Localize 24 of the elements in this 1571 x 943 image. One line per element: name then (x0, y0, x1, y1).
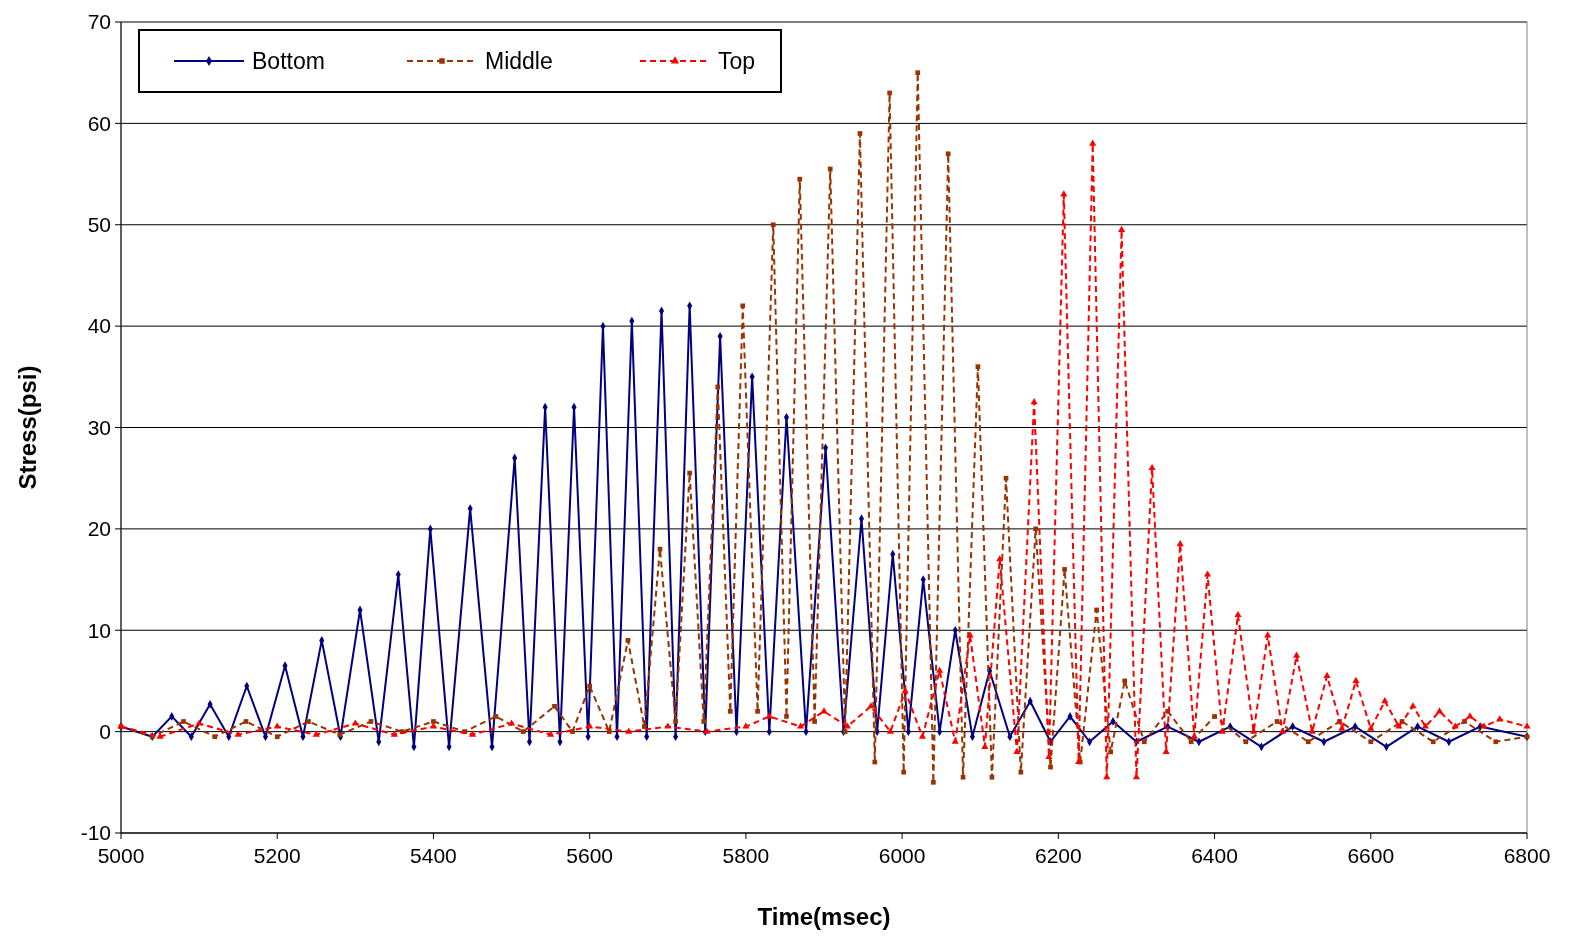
y-tick-label: 20 (87, 517, 111, 541)
x-axis-title: Time(msec) (757, 903, 891, 930)
y-axis-title: Stress(psi) (14, 365, 41, 490)
x-tick-label: 5200 (253, 844, 301, 867)
y-tick-label: 60 (87, 111, 111, 135)
x-tick-label: 6400 (1191, 844, 1238, 867)
x-tick-label: 5000 (97, 844, 145, 867)
y-tick-label: 50 (87, 213, 111, 237)
y-tick-label: 30 (87, 415, 111, 439)
x-tick-label: 6000 (878, 844, 926, 867)
y-tick-label: 10 (87, 618, 111, 642)
x-tick-label: 6200 (1034, 844, 1082, 867)
legend-label: Bottom (252, 48, 325, 75)
y-tick-label: 40 (87, 314, 111, 338)
x-tick-label: 5600 (566, 844, 614, 867)
y-tick-label: 70 (87, 10, 111, 34)
x-tick-label: 6600 (1347, 844, 1395, 867)
x-tick-label: 5400 (410, 844, 457, 867)
legend-label: Middle (485, 48, 553, 75)
y-tick-label: 0 (99, 719, 111, 743)
x-tick-label: 5800 (722, 844, 770, 867)
x-tick-label: 6800 (1503, 844, 1551, 867)
legend-label: Top (718, 48, 756, 75)
y-tick-label: -10 (80, 821, 111, 845)
